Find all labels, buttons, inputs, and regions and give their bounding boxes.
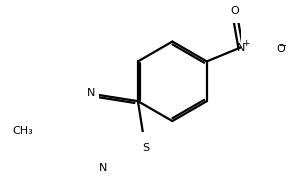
Text: S: S <box>143 143 150 153</box>
Text: N: N <box>87 88 95 98</box>
Text: +: + <box>243 39 250 48</box>
Text: CH₃: CH₃ <box>12 126 33 136</box>
Text: N: N <box>237 42 245 52</box>
Text: −: − <box>279 41 287 51</box>
Text: O: O <box>276 44 285 54</box>
Text: N: N <box>99 163 107 173</box>
Text: O: O <box>230 6 239 16</box>
